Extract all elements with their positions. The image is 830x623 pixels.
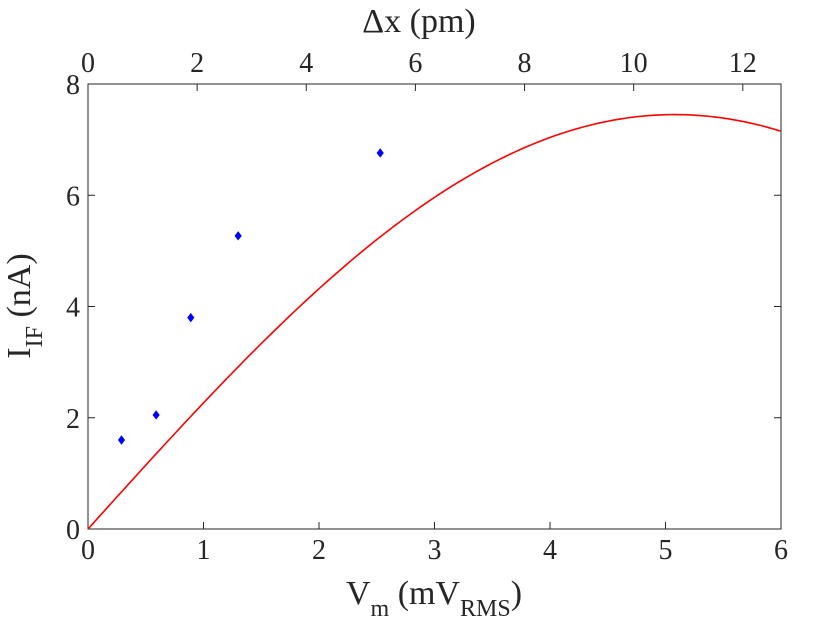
top-tick-label: 12: [729, 48, 757, 79]
x-tick-label: 3: [428, 535, 442, 566]
top-axis-ticks: 0 2 4 6 8 10 12: [81, 48, 757, 91]
x-axis-title: Vm (mVRMS): [346, 575, 522, 622]
y-tick-label: 4: [66, 293, 80, 324]
x-tick-label: 0: [81, 535, 95, 566]
data-point: [376, 148, 384, 158]
y-axis-title: IIF (nA): [1, 253, 48, 358]
y-tick-label: 0: [66, 515, 80, 546]
left-axis-ticks: 0 2 4 6 8: [66, 70, 781, 546]
x-tick-label: 4: [543, 535, 557, 566]
x-tick-label: 2: [312, 535, 326, 566]
top-tick-label: 8: [518, 48, 532, 79]
y-tick-label: 2: [66, 404, 80, 435]
data-point: [152, 410, 160, 420]
data-point: [234, 231, 242, 241]
y-axis-title-unit: (nA): [1, 253, 38, 326]
x-tick-label: 5: [659, 535, 673, 566]
x-axis-title-main: V: [346, 575, 371, 612]
top-tick-label: 2: [190, 48, 204, 79]
top-tick-label: 0: [81, 48, 95, 79]
y-tick-label: 6: [66, 181, 80, 212]
top-tick-label: 4: [299, 48, 313, 79]
model-curve: [87, 113, 782, 530]
data-point: [117, 435, 126, 445]
y-tick-label: 8: [66, 70, 80, 101]
x-tick-label: 6: [774, 535, 788, 566]
top-tick-label: 6: [408, 48, 422, 79]
plot-frame: [87, 83, 782, 530]
x-tick-label: 1: [197, 535, 211, 566]
y-axis-title-main: I: [1, 347, 38, 358]
measured-points: [117, 148, 384, 445]
data-point: [187, 312, 195, 323]
top-axis-title: Δx (pm): [362, 3, 475, 40]
x-axis-title-unit: (mV: [389, 575, 460, 612]
bottom-axis-ticks: 0 1 2 3 4 5 6: [81, 522, 788, 566]
top-tick-label: 10: [620, 48, 648, 79]
x-axis-title-sub: m: [371, 596, 390, 622]
y-axis-title-sub: IF: [22, 326, 48, 347]
x-axis-title-close: ): [511, 575, 522, 612]
model-line: [87, 113, 782, 530]
x-axis-title-unit-sub: RMS: [460, 596, 511, 622]
